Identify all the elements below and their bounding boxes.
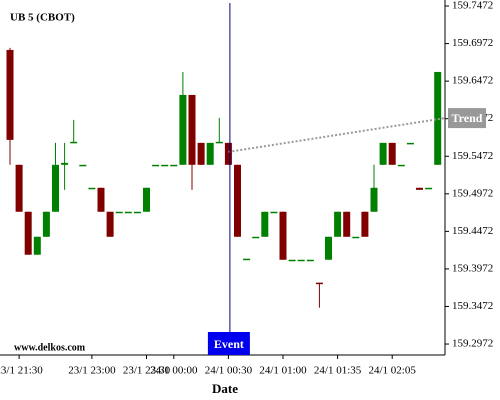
watermark: www.delkos.com — [14, 342, 86, 353]
chart-title: UB 5 (CBOT) — [10, 12, 75, 24]
x-tick-label: 23/1 23:00 — [68, 365, 116, 377]
candle-body — [15, 164, 23, 212]
candle-body — [261, 211, 269, 237]
candle-body — [370, 187, 378, 212]
candle-body — [70, 141, 78, 144]
candle-body — [361, 211, 369, 237]
candle-body — [397, 164, 405, 167]
x-tick-label: 24/1 02:05 — [369, 365, 417, 377]
candle-body — [297, 259, 305, 262]
candle-body — [224, 142, 232, 165]
candle-body — [325, 236, 332, 260]
candle-body — [88, 187, 96, 190]
candle-body — [252, 236, 260, 239]
y-tick-label: 159.3472 — [452, 300, 493, 312]
x-axis-title: Date — [212, 381, 238, 396]
candle-body — [388, 142, 396, 165]
trend-line — [228, 117, 446, 153]
y-tick-label: 159.4972 — [452, 187, 493, 199]
candle-body — [243, 258, 251, 261]
candle-body — [234, 164, 241, 237]
candle-body — [416, 187, 423, 190]
event-label: Event — [214, 337, 244, 351]
candle-body — [6, 49, 14, 140]
x-tick-label: 24/1 00:00 — [150, 365, 198, 377]
candle-body — [188, 94, 196, 165]
candle-body — [315, 282, 323, 285]
candle-body — [152, 164, 160, 167]
candle-body — [406, 142, 414, 145]
candle-body — [33, 236, 41, 255]
y-tick-label: 159.6972 — [452, 37, 493, 49]
candle-body — [179, 94, 187, 165]
candle-body — [343, 211, 351, 237]
candle-body — [379, 142, 387, 165]
x-tick-label: 24/1 01:00 — [259, 365, 307, 377]
candle-body — [124, 211, 132, 214]
candle-body — [334, 211, 342, 237]
trend-label: Trend — [452, 111, 483, 125]
candle-body — [133, 211, 141, 214]
candle-body — [206, 142, 214, 165]
candle-body — [425, 187, 433, 190]
candle-body — [24, 211, 32, 255]
trend-label-box — [448, 108, 486, 129]
y-tick-label: 159.5472 — [452, 150, 493, 162]
candle-body — [215, 141, 223, 144]
candle-body — [106, 211, 114, 237]
candle-body — [270, 211, 278, 214]
candle-body — [434, 71, 442, 165]
candle-body — [97, 187, 105, 212]
x-tick-label: 23/1 21:30 — [0, 365, 43, 377]
candle-body — [197, 142, 205, 165]
candle-body — [115, 211, 123, 214]
candle-body — [61, 162, 69, 165]
candle-body — [306, 259, 314, 262]
y-tick-label: 159.3972 — [452, 262, 493, 274]
y-tick-label: 159.7472 — [452, 0, 493, 12]
y-tick-label: 159.4472 — [452, 225, 493, 237]
x-tick-label: 23/1 23:30 — [123, 365, 171, 377]
candle-body — [161, 164, 169, 167]
candle-body — [352, 236, 360, 239]
y-tick-label: 159.6472 — [452, 75, 493, 87]
candle-body — [52, 164, 59, 212]
y-tick-label: 159.2972 — [452, 338, 493, 350]
candle-body — [143, 187, 150, 212]
candle-body — [42, 211, 50, 237]
candle-body — [288, 259, 296, 262]
x-tick-label: 24/1 01:35 — [314, 365, 362, 377]
candle-body — [170, 164, 178, 167]
candle-body — [79, 164, 87, 167]
event-label-box — [207, 332, 250, 355]
candle-body — [279, 211, 287, 260]
x-tick-label: 24/1 00:30 — [205, 365, 253, 377]
